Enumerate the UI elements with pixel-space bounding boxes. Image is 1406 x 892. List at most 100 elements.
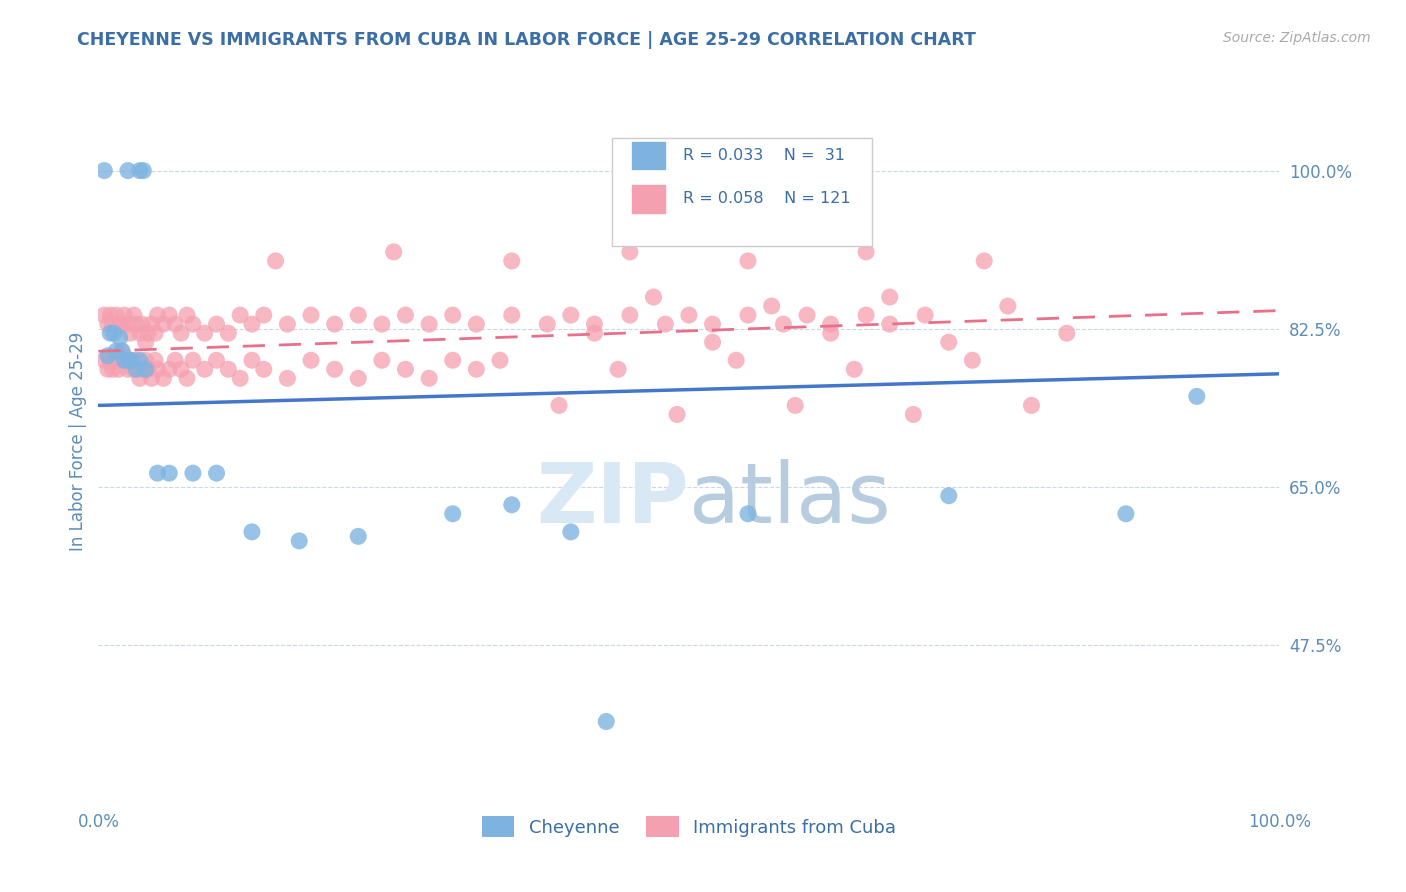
Point xyxy=(796,308,818,322)
Point xyxy=(643,290,665,304)
Point xyxy=(229,371,252,385)
Point xyxy=(855,308,877,322)
Point xyxy=(112,308,135,322)
Point xyxy=(108,331,131,345)
Bar xyxy=(633,142,665,169)
Point xyxy=(323,362,346,376)
Point xyxy=(131,317,153,331)
Point xyxy=(107,362,129,376)
Point xyxy=(121,353,143,368)
Point xyxy=(101,317,124,331)
Point xyxy=(117,317,139,331)
Point xyxy=(820,326,842,341)
Point xyxy=(98,308,121,322)
Point xyxy=(152,317,174,331)
Point xyxy=(276,371,298,385)
Point xyxy=(855,244,877,259)
Point xyxy=(1115,507,1137,521)
Point xyxy=(560,524,582,539)
Point xyxy=(170,326,193,341)
Point xyxy=(135,335,157,350)
Point xyxy=(607,362,630,376)
Point xyxy=(299,353,322,368)
Point xyxy=(176,371,198,385)
Point xyxy=(93,353,115,368)
Text: R = 0.058    N = 121: R = 0.058 N = 121 xyxy=(683,191,851,206)
Point xyxy=(181,317,204,331)
Text: R = 0.033    N =  31: R = 0.033 N = 31 xyxy=(683,148,845,163)
Point xyxy=(441,507,464,521)
Point xyxy=(117,163,139,178)
Point xyxy=(128,163,150,178)
Point xyxy=(125,353,148,368)
Point xyxy=(1056,326,1078,341)
FancyBboxPatch shape xyxy=(612,138,872,246)
Point xyxy=(264,253,287,268)
Point xyxy=(122,362,145,376)
Point xyxy=(465,362,488,376)
Point xyxy=(737,308,759,322)
Point xyxy=(288,533,311,548)
Point xyxy=(157,308,180,322)
Point xyxy=(157,362,180,376)
Point xyxy=(371,317,394,331)
Point xyxy=(136,362,159,376)
Point xyxy=(382,244,405,259)
Point xyxy=(181,353,204,368)
Point xyxy=(619,308,641,322)
Point xyxy=(347,529,370,543)
Point xyxy=(299,308,322,322)
Point xyxy=(194,326,217,341)
Point xyxy=(146,362,169,376)
Point xyxy=(97,349,120,363)
Point xyxy=(489,353,512,368)
Point xyxy=(820,317,842,331)
Point xyxy=(997,299,1019,313)
Point xyxy=(240,353,263,368)
Point xyxy=(181,466,204,480)
Point xyxy=(785,398,807,412)
Text: CHEYENNE VS IMMIGRANTS FROM CUBA IN LABOR FORCE | AGE 25-29 CORRELATION CHART: CHEYENNE VS IMMIGRANTS FROM CUBA IN LABO… xyxy=(77,31,976,49)
Point xyxy=(914,308,936,322)
Y-axis label: In Labor Force | Age 25-29: In Labor Force | Age 25-29 xyxy=(69,332,87,551)
Point xyxy=(146,308,169,322)
Text: Source: ZipAtlas.com: Source: ZipAtlas.com xyxy=(1223,31,1371,45)
Point xyxy=(136,326,159,341)
Point xyxy=(103,326,125,341)
Point xyxy=(105,308,128,322)
Point xyxy=(702,335,724,350)
Point xyxy=(583,326,606,341)
Point xyxy=(194,362,217,376)
Point xyxy=(347,308,370,322)
Point xyxy=(548,398,571,412)
Text: ZIP: ZIP xyxy=(537,458,689,540)
Point xyxy=(111,344,134,359)
Point xyxy=(141,317,163,331)
Point xyxy=(772,317,794,331)
Point xyxy=(135,353,157,368)
Point xyxy=(141,371,163,385)
Text: atlas: atlas xyxy=(689,458,890,540)
Point xyxy=(122,308,145,322)
Point xyxy=(205,317,228,331)
Point xyxy=(394,362,416,376)
Point xyxy=(1185,389,1208,403)
Point xyxy=(347,371,370,385)
Point xyxy=(165,353,187,368)
Point xyxy=(441,353,464,368)
Point xyxy=(938,335,960,350)
Point xyxy=(98,326,121,341)
Point xyxy=(501,498,523,512)
Point xyxy=(146,466,169,480)
Point xyxy=(619,244,641,259)
Point xyxy=(725,353,748,368)
Point xyxy=(536,317,558,331)
Point xyxy=(583,317,606,331)
Point xyxy=(97,317,120,331)
Point xyxy=(666,408,689,422)
Point xyxy=(176,308,198,322)
Point xyxy=(101,362,124,376)
Point xyxy=(229,308,252,322)
Point xyxy=(125,317,148,331)
Point xyxy=(737,507,759,521)
